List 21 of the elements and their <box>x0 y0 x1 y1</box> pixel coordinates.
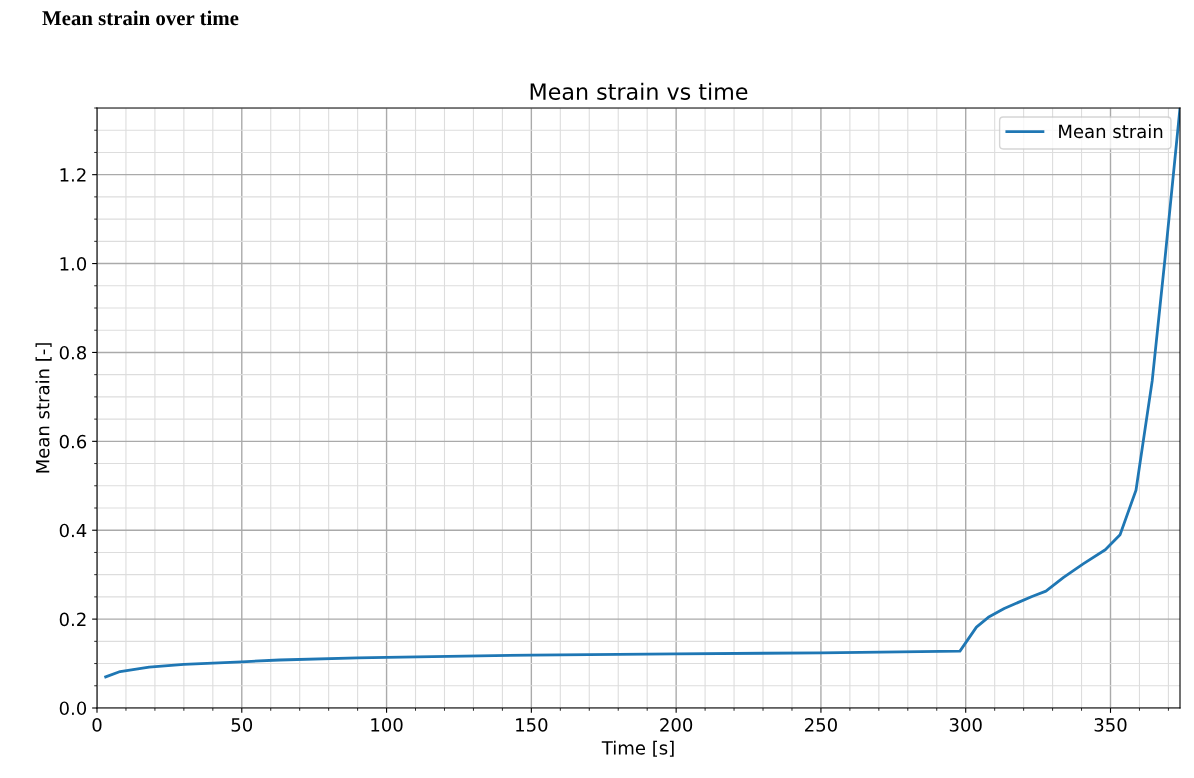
y-tick-label: 0.0 <box>59 701 87 716</box>
y-tick-label: 0.8 <box>59 345 87 360</box>
x-tick-label: 150 <box>516 718 548 732</box>
x-tick-label: 300 <box>949 718 982 732</box>
x-tick-label: 100 <box>371 718 403 732</box>
y-tick-label: 1.2 <box>60 168 86 182</box>
legend-label: Mean strain <box>1059 124 1163 139</box>
y-tick-label: 0.2 <box>59 612 86 627</box>
chart-subtitle: Mean strain vs time <box>530 82 748 100</box>
y-tick-label: 1.0 <box>60 257 87 271</box>
y-tick-label: 0.6 <box>59 434 87 449</box>
y-axis-title: Mean strain [-] <box>35 343 52 473</box>
x-axis-title: Time [s] <box>601 740 674 757</box>
chart-title: Mean strain over time <box>42 10 239 26</box>
x-tick-label: 50 <box>231 718 253 732</box>
x-tick-label: 250 <box>805 718 837 732</box>
y-tick-label: 0.4 <box>59 523 87 538</box>
line-series <box>104 108 1180 679</box>
x-tick-label: 200 <box>660 718 693 732</box>
x-tick-label: 0 <box>92 718 102 732</box>
x-tick-label: 350 <box>1094 718 1127 732</box>
